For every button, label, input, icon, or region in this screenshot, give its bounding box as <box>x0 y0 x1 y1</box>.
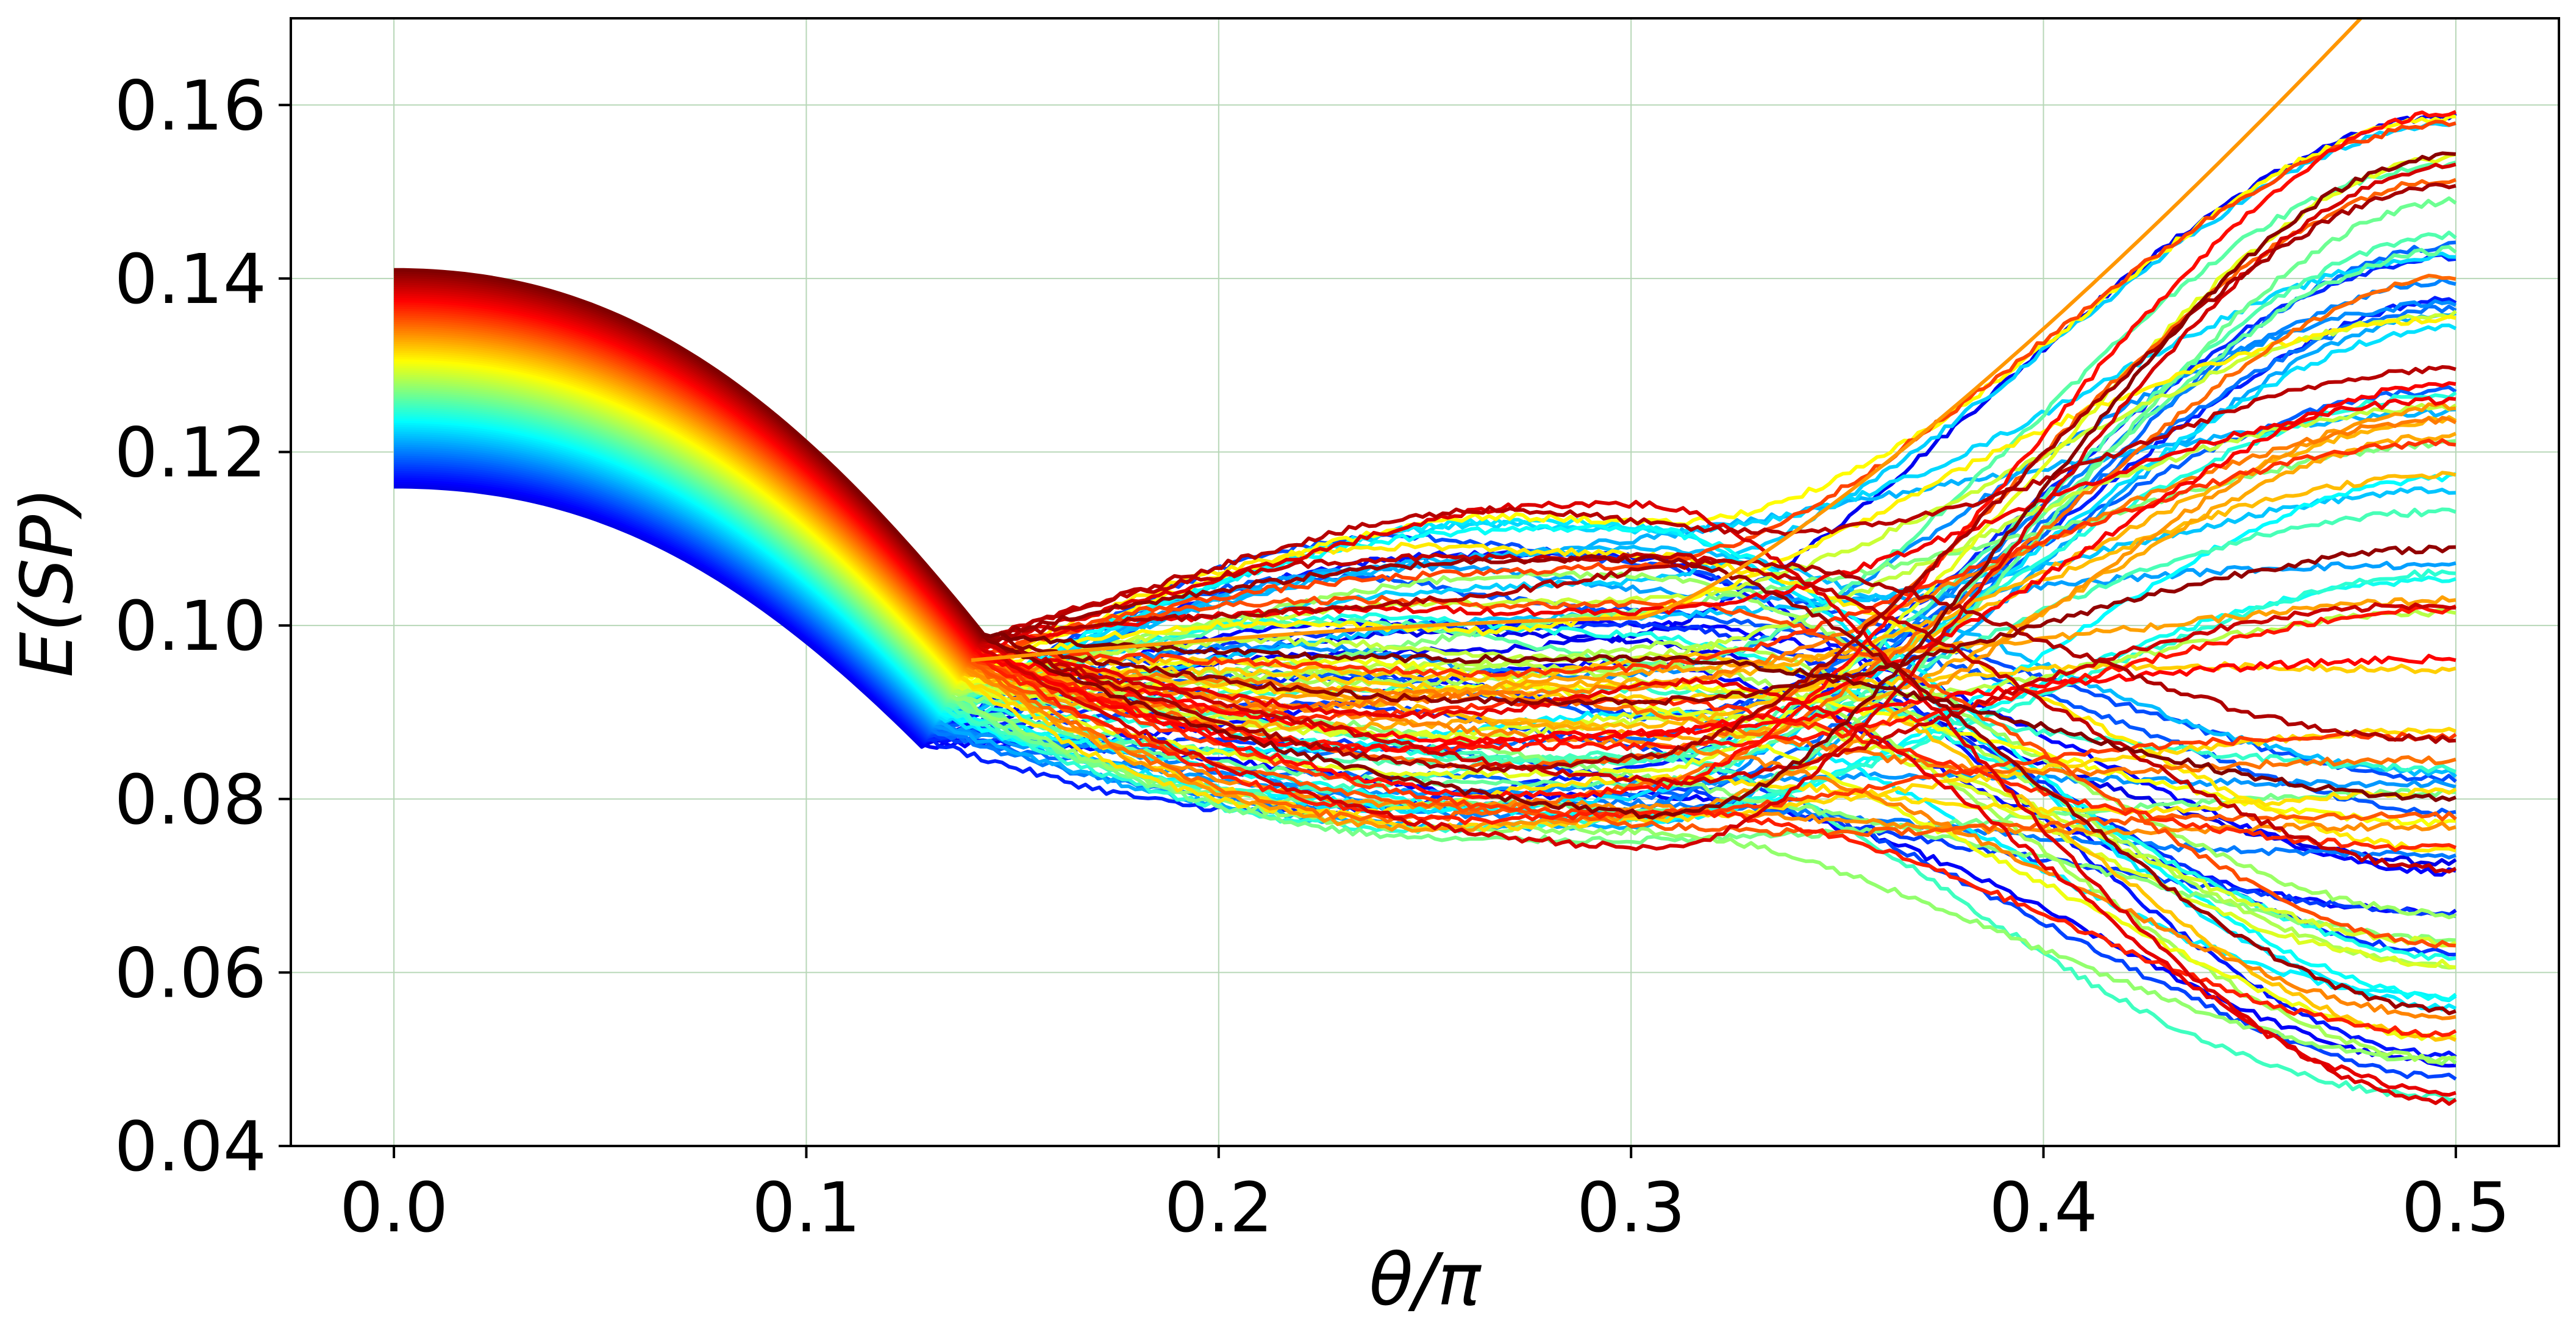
y-tick-label: 0.08 <box>115 761 266 840</box>
y-ticks: 0.04 0.06 0.08 0.10 0.12 0.14 0.16 <box>115 66 291 1187</box>
x-tick-label: 0.0 <box>340 1169 448 1248</box>
x-tick-label: 0.3 <box>1577 1169 1685 1248</box>
y-tick-label: 0.12 <box>115 414 266 493</box>
series-line <box>971 18 2364 663</box>
x-tick-label: 0.1 <box>752 1169 860 1248</box>
x-axis-label: θ/π <box>1369 1237 1482 1322</box>
series-lines <box>394 18 2457 1106</box>
y-tick-label: 0.14 <box>115 240 266 319</box>
series-line <box>394 268 2456 802</box>
y-tick-label: 0.06 <box>115 934 266 1013</box>
axes-frame <box>290 17 2560 1147</box>
y-tick-label: 0.04 <box>115 1108 266 1187</box>
x-tick-label: 0.4 <box>1989 1169 2097 1248</box>
x-tick-label: 0.2 <box>1165 1169 1273 1248</box>
y-tick-label: 0.10 <box>115 587 266 666</box>
y-axis-label: E(SP) <box>5 487 89 678</box>
x-ticks: 0.0 0.1 0.2 0.3 0.4 0.5 <box>340 1146 2510 1248</box>
y-tick-label: 0.16 <box>115 66 266 146</box>
x-tick-label: 0.5 <box>2402 1169 2510 1248</box>
